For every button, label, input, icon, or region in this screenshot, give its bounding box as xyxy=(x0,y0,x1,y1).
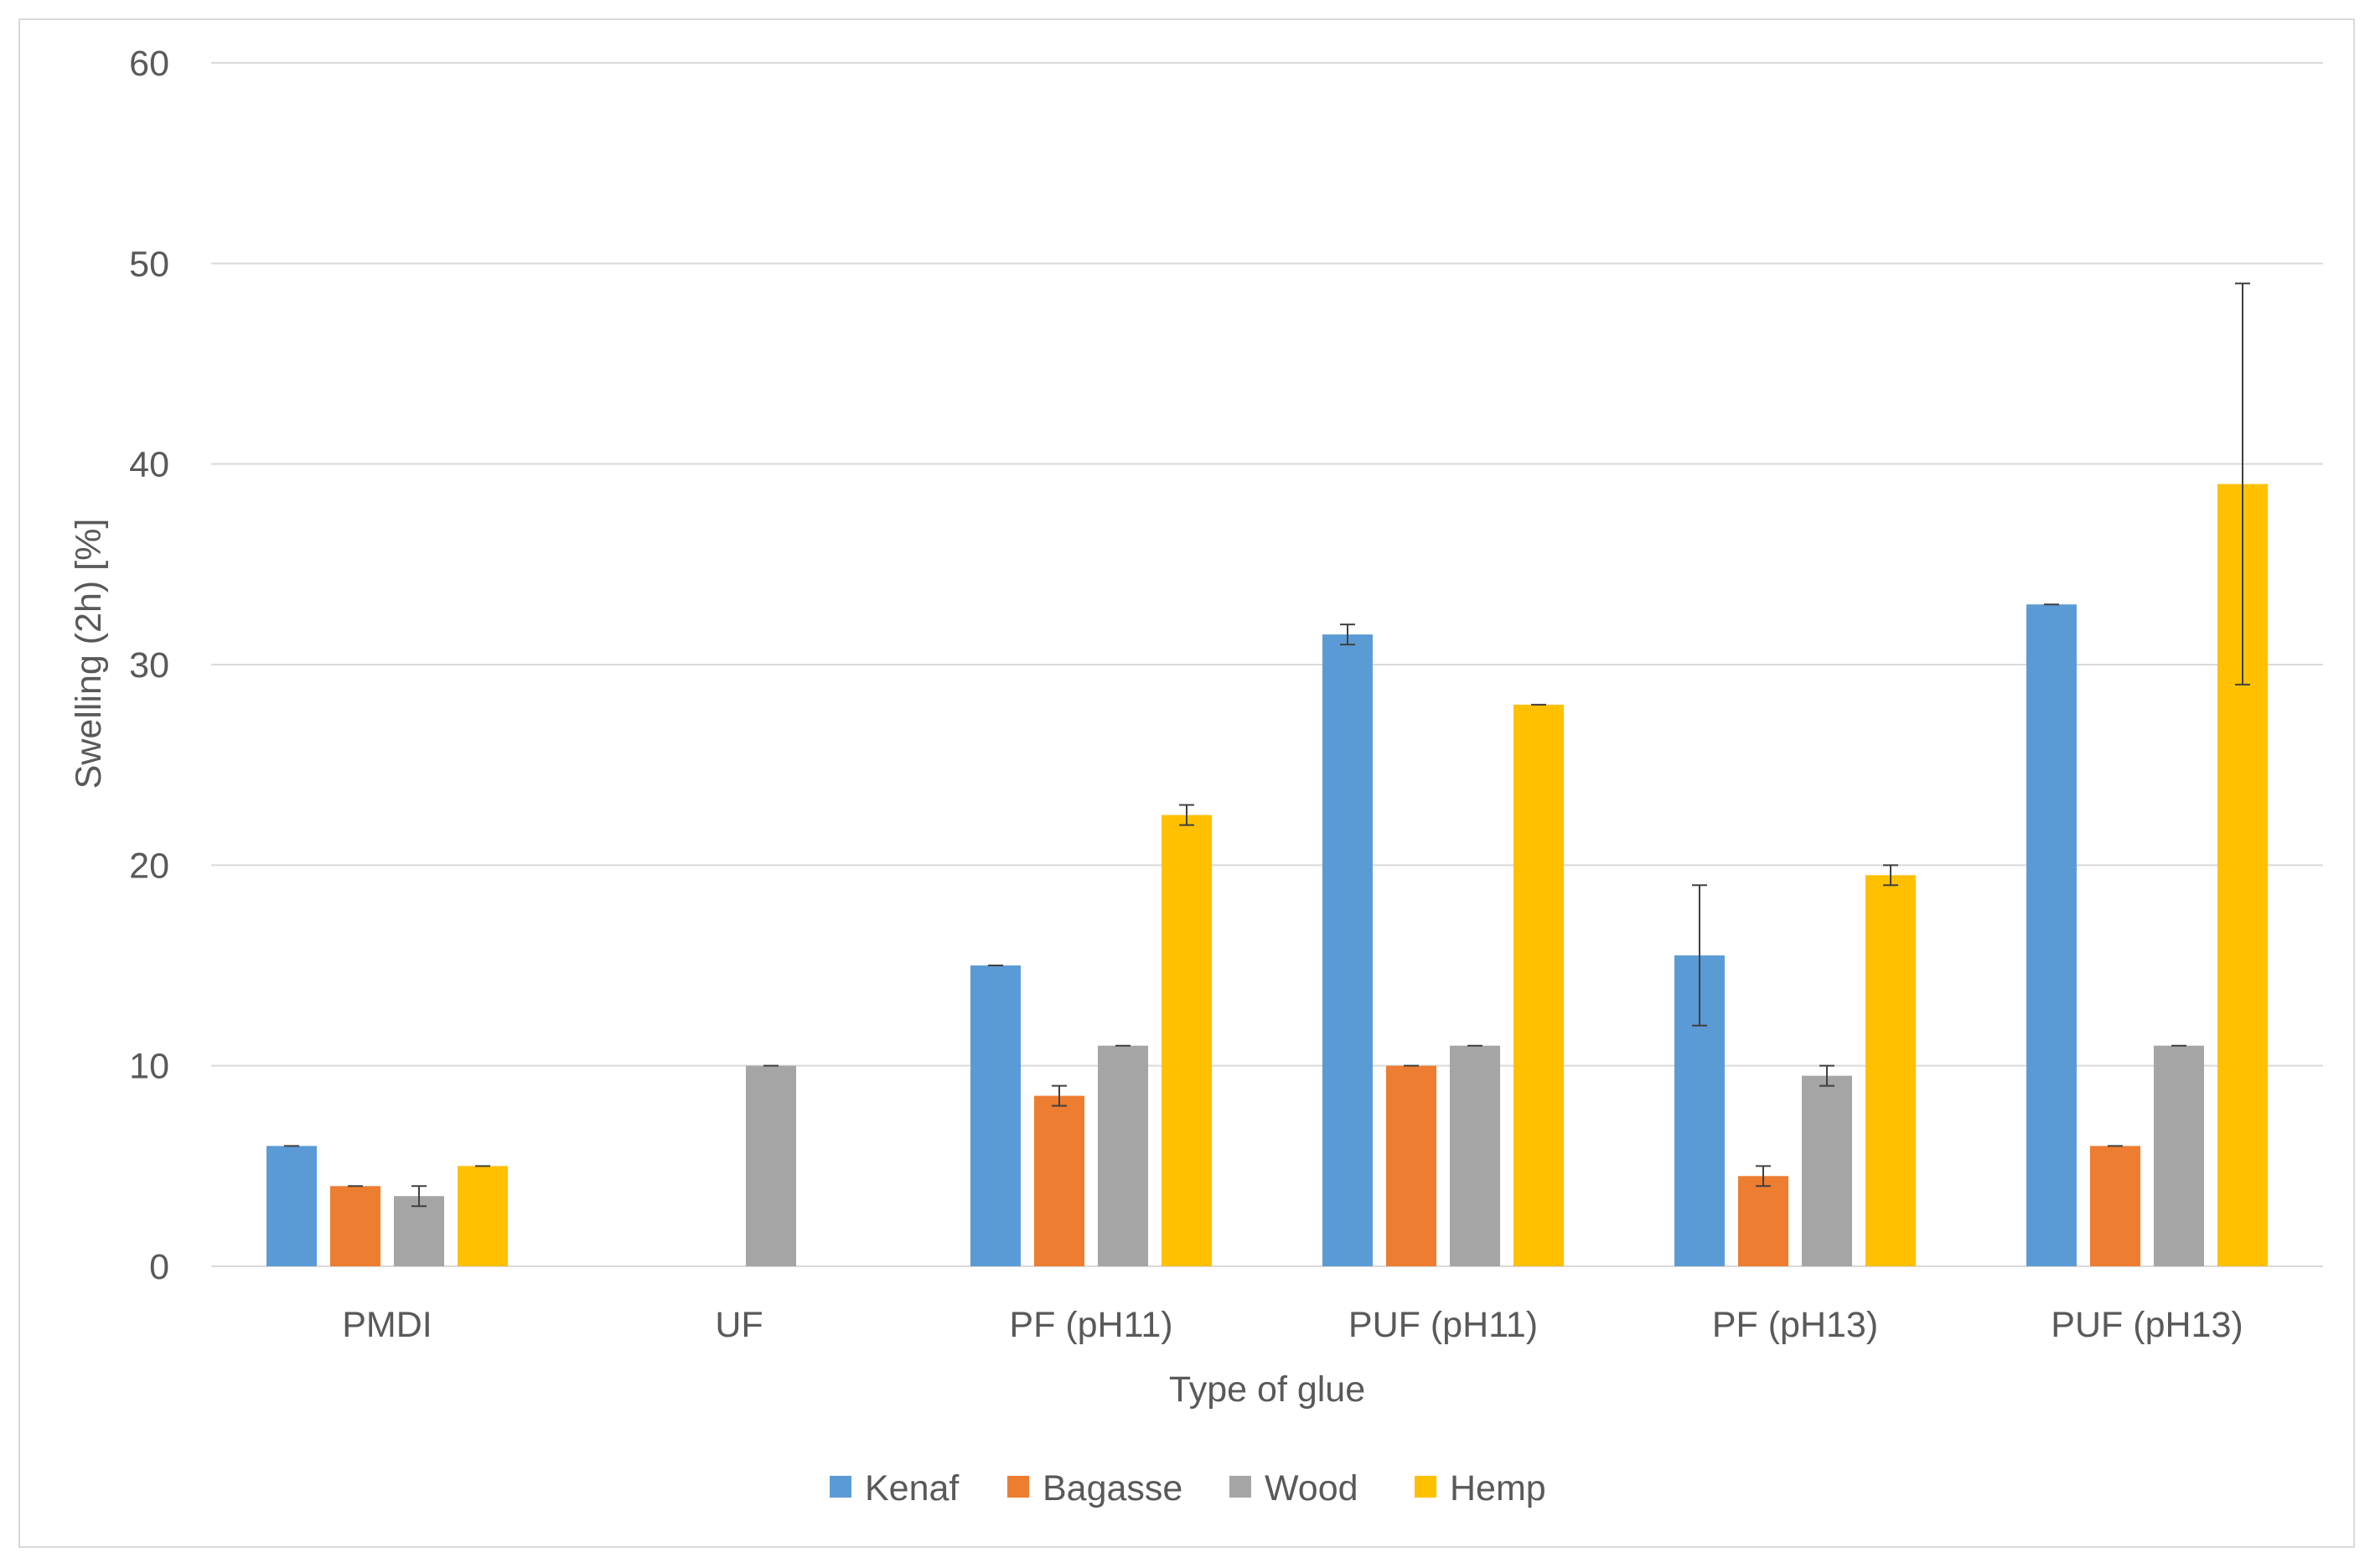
bars xyxy=(266,484,2268,1266)
bar-hemp xyxy=(1865,875,1916,1266)
y-tick-label: 20 xyxy=(129,846,169,886)
y-tick-label: 40 xyxy=(129,445,169,485)
x-tick-label: PUF (pH13) xyxy=(2051,1305,2243,1345)
bar-hemp xyxy=(1162,815,1212,1266)
bar-bagasse xyxy=(2090,1146,2140,1266)
bar-bagasse xyxy=(1034,1095,1084,1266)
bar-kenaf xyxy=(970,965,1021,1266)
bar-bagasse xyxy=(1386,1065,1436,1266)
legend: Kenaf Bagasse Wood Hemp xyxy=(830,1468,1546,1508)
legend-label-kenaf: Kenaf xyxy=(865,1468,960,1508)
bar-wood xyxy=(1450,1045,1500,1266)
x-axis-title: Type of glue xyxy=(1169,1369,1365,1410)
y-axis-title: Swelling (2h) [%] xyxy=(69,519,109,789)
legend-swatch-bagasse xyxy=(1007,1476,1029,1498)
bar-hemp xyxy=(1513,704,1564,1266)
legend-label-wood: Wood xyxy=(1265,1468,1358,1508)
x-tick-label: PUF (pH11) xyxy=(1348,1305,1538,1345)
bar-kenaf xyxy=(266,1146,317,1266)
bar-bagasse xyxy=(1738,1176,1788,1266)
bar-bagasse xyxy=(330,1186,380,1266)
x-tick-label: PMDI xyxy=(342,1305,432,1345)
legend-swatch-wood xyxy=(1229,1476,1251,1498)
legend-swatch-kenaf xyxy=(830,1476,851,1498)
y-tick-label: 10 xyxy=(129,1047,169,1087)
y-axis-ticks: 0 10 20 30 40 50 60 xyxy=(129,44,169,1287)
bar-wood xyxy=(394,1196,444,1266)
y-tick-label: 50 xyxy=(129,244,169,284)
bar-kenaf xyxy=(2026,604,2077,1266)
bar-wood xyxy=(746,1065,796,1266)
bar-wood xyxy=(2154,1045,2204,1266)
y-tick-label: 30 xyxy=(129,645,169,686)
y-tick-label: 60 xyxy=(129,44,169,84)
legend-label-bagasse: Bagasse xyxy=(1043,1468,1182,1508)
bar-kenaf xyxy=(1322,634,1373,1266)
x-tick-label: UF xyxy=(715,1305,763,1345)
y-tick-label: 0 xyxy=(149,1247,169,1287)
bar-wood xyxy=(1098,1045,1148,1266)
legend-swatch-hemp xyxy=(1415,1476,1436,1498)
bar-wood xyxy=(1802,1075,1852,1266)
gridlines xyxy=(211,62,2323,1267)
x-axis-ticks: PMDI UF PF (pH11) PUF (pH11) PF (pH13) PUF (p… xyxy=(342,1305,2243,1345)
x-tick-label: PF (pH13) xyxy=(1712,1305,1878,1345)
x-tick-label: PF (pH11) xyxy=(1009,1305,1172,1345)
chart-frame xyxy=(18,18,2355,1548)
legend-label-hemp: Hemp xyxy=(1450,1468,1546,1508)
error-bars xyxy=(284,282,2250,1208)
bar-hemp xyxy=(458,1166,508,1266)
